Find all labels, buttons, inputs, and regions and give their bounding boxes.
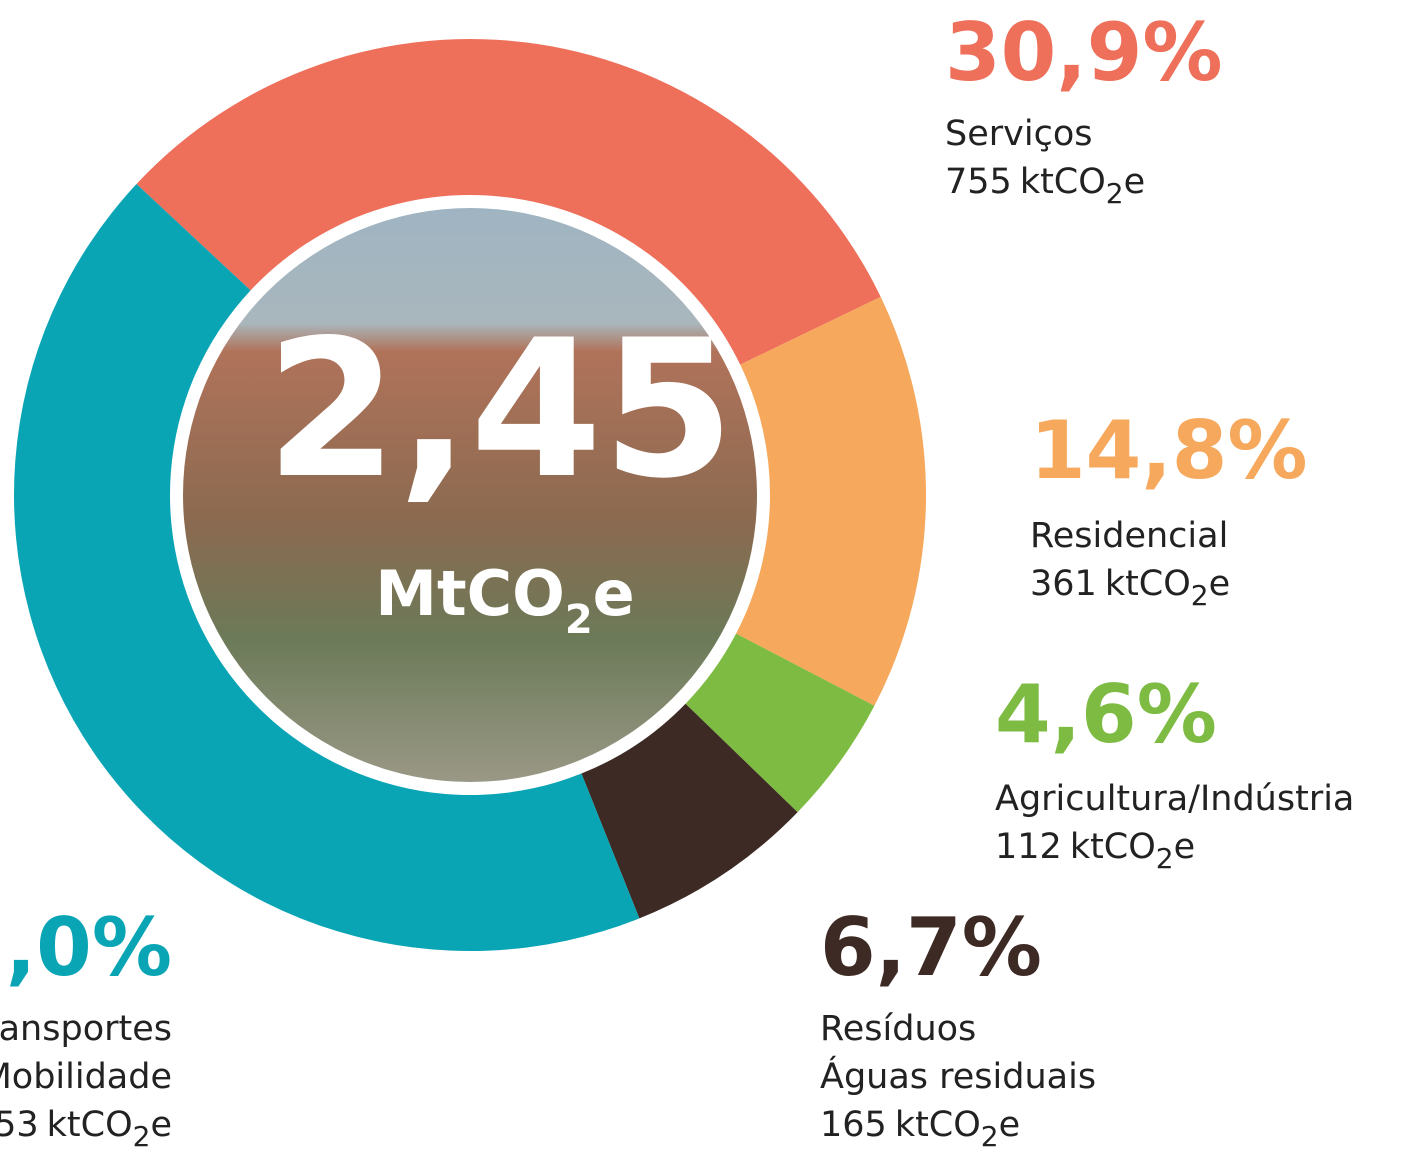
unit-sub: 2 [981,1120,999,1151]
center-photo [183,208,757,782]
center-unit: MtCO2e [375,557,634,643]
unit-suffix: e [999,1105,1021,1145]
category-label: Mobilidade [0,1057,172,1097]
emission-value: 361 [1030,564,1097,604]
emission-label: 361 ktCO2e [1030,564,1230,612]
unit: ktCO [1070,827,1156,867]
emission-value: 1053 [0,1105,39,1145]
emission-value: 165 [820,1105,887,1145]
donut-segment [581,703,798,919]
unit-suffix: e [150,1105,172,1145]
unit-sub: 2 [133,1120,151,1151]
percent-label: 14,8% [1030,404,1308,497]
category-label: Agricultura/Indústria [995,779,1354,819]
segment-label: 6,7% Resíduos Águas residuais 165 ktCO2e [820,901,1096,1151]
unit: ktCO [47,1105,133,1145]
category-label: Resíduos [820,1009,976,1049]
unit-sub: 2 [1106,177,1124,210]
segment-label: 14,8% Residencial 361 ktCO2e [1030,404,1308,612]
segment-label: 30,9% Serviços 755 ktCO2e [945,6,1223,210]
unit-suffix: e [1209,564,1231,604]
donut-segment [736,296,926,706]
percent-label: 4,6% [995,668,1217,761]
percent-label: 30,9% [945,6,1223,99]
donut-segment [136,38,881,365]
donut-segment [685,633,875,813]
emission-value: 755 [945,162,1012,202]
center-value: 2,45 [266,299,735,520]
emission-label: 755 ktCO2e [945,162,1145,210]
emission-value: 112 [995,827,1062,867]
unit-sub: 2 [1191,579,1209,612]
segment-label: 43,0% Transportes Mobilidade 1053ktCO2e [0,901,172,1151]
unit: ktCO [1020,162,1106,202]
unit: ktCO [1105,564,1191,604]
unit: ktCO [895,1105,981,1145]
percent-label: 6,7% [820,901,1042,994]
category-label: Residencial [1030,516,1228,556]
category-label: Águas residuais [820,1055,1096,1097]
unit-suffix: e [1124,162,1146,202]
percent-label: 43,0% [0,901,172,994]
category-label: Transportes [0,1009,172,1049]
category-label: Serviços [945,114,1092,154]
emission-label: 112 ktCO2e [995,827,1195,875]
emission-label: 1053ktCO2e [0,1105,172,1151]
unit-sub: 2 [1156,842,1174,875]
segment-label: 4,6% Agricultura/Indústria 112 ktCO2e [995,668,1354,875]
donut-segment [13,184,640,951]
unit-suffix: e [1174,827,1196,867]
emission-label: 165 ktCO2e [820,1105,1020,1151]
